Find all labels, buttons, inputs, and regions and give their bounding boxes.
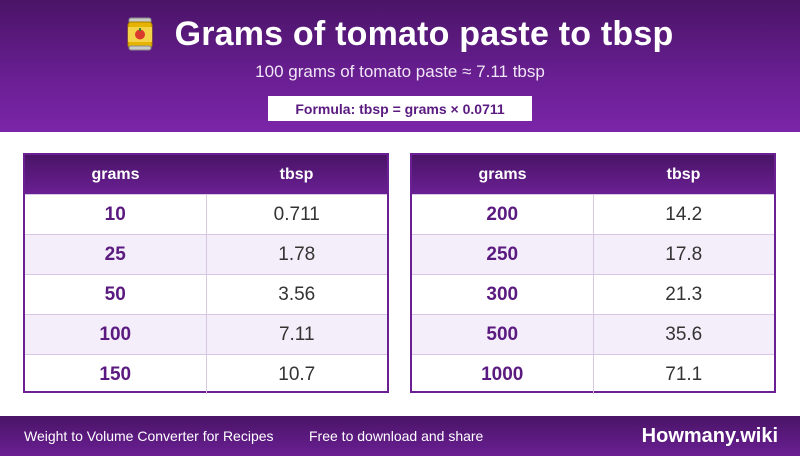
brand-logo-text[interactable]: Howmany.wiki bbox=[641, 424, 778, 447]
table-header: grams tbsp bbox=[412, 155, 774, 194]
header: Grams of tomato paste to tbsp 100 grams … bbox=[0, 0, 800, 132]
column-header-grams: grams bbox=[478, 165, 527, 183]
table-row: 25 1.78 bbox=[25, 234, 387, 274]
grams-cell: 1000 bbox=[412, 355, 594, 394]
grams-cell: 50 bbox=[25, 275, 207, 314]
table-row: 10 0.711 bbox=[25, 194, 387, 234]
table-row: 200 14.2 bbox=[412, 194, 774, 234]
conversion-table-right: grams tbsp 200 14.2 250 17.8 300 21.3 50… bbox=[410, 153, 776, 394]
footer-note: Free to download and share bbox=[309, 428, 484, 444]
table-row: 100 7.11 bbox=[25, 314, 387, 354]
footer: Weight to Volume Converter for Recipes F… bbox=[0, 416, 800, 456]
tbsp-cell: 7.11 bbox=[278, 323, 315, 345]
grams-cell: 150 bbox=[25, 355, 207, 394]
subtitle: 100 grams of tomato paste ≈ 7.11 tbsp bbox=[255, 62, 545, 81]
table-row: 1000 71.1 bbox=[412, 354, 774, 394]
table-row: 500 35.6 bbox=[412, 314, 774, 354]
grams-cell: 100 bbox=[25, 315, 207, 354]
page-title: Grams of tomato paste to tbsp bbox=[174, 14, 674, 53]
column-header-grams: grams bbox=[91, 165, 140, 183]
table-row: 250 17.8 bbox=[412, 234, 774, 274]
formula-box: Formula: tbsp = grams × 0.0711 bbox=[268, 96, 532, 121]
tbsp-cell: 21.3 bbox=[665, 283, 703, 305]
table-row: 50 3.56 bbox=[25, 274, 387, 314]
column-header-tbsp: tbsp bbox=[279, 165, 314, 183]
tbsp-cell: 17.8 bbox=[665, 243, 703, 265]
grams-cell: 25 bbox=[25, 235, 207, 274]
table-row: 150 10.7 bbox=[25, 354, 387, 394]
table-header: grams tbsp bbox=[25, 155, 387, 194]
grams-cell: 10 bbox=[25, 195, 207, 234]
tbsp-cell: 35.6 bbox=[665, 323, 703, 345]
grams-cell: 250 bbox=[412, 235, 594, 274]
tbsp-cell: 10.7 bbox=[278, 363, 316, 385]
title-row: Grams of tomato paste to tbsp bbox=[0, 14, 800, 54]
grams-cell: 500 bbox=[412, 315, 594, 354]
column-header-tbsp: tbsp bbox=[666, 165, 701, 183]
table-row: 300 21.3 bbox=[412, 274, 774, 314]
tomato-paste-can-icon bbox=[127, 17, 153, 51]
tbsp-cell: 3.56 bbox=[278, 283, 316, 305]
tbsp-cell: 71.1 bbox=[665, 363, 703, 385]
grams-cell: 200 bbox=[412, 195, 594, 234]
footer-tagline: Weight to Volume Converter for Recipes bbox=[24, 428, 274, 444]
conversion-table-left: grams tbsp 10 0.711 25 1.78 50 3.56 100 … bbox=[23, 153, 389, 394]
tbsp-cell: 14.2 bbox=[665, 203, 703, 225]
grams-cell: 300 bbox=[412, 275, 594, 314]
tbsp-cell: 1.78 bbox=[278, 243, 316, 265]
tbsp-cell: 0.711 bbox=[273, 203, 320, 225]
